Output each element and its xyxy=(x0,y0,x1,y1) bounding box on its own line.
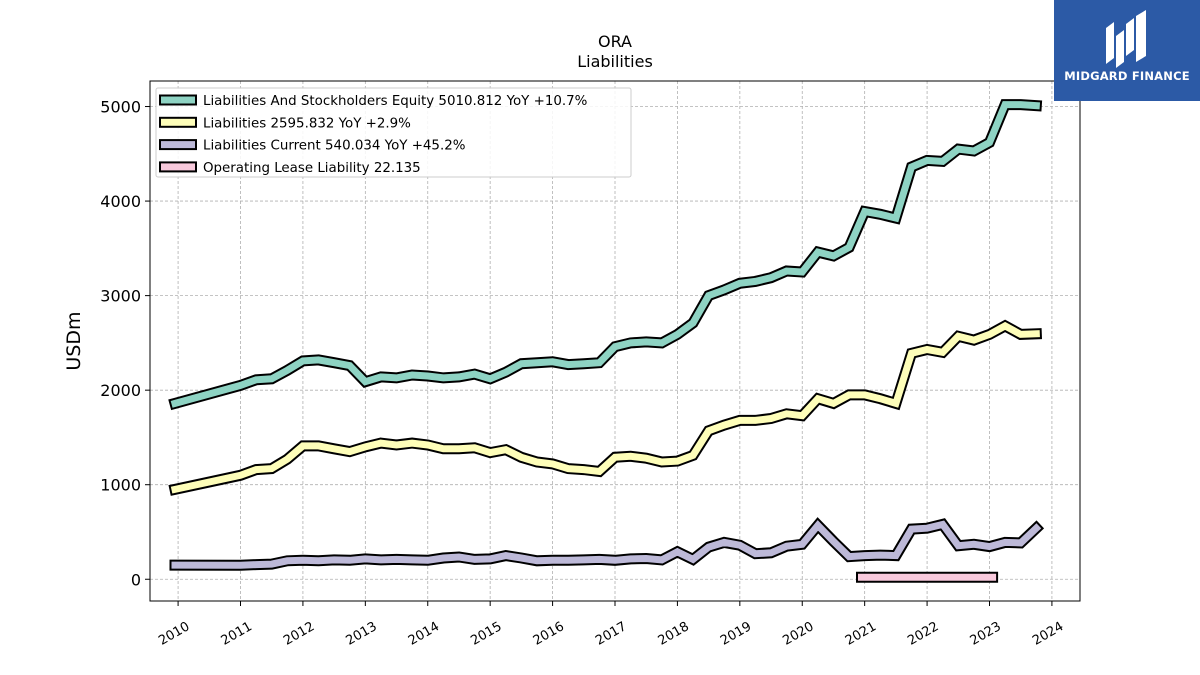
x-tick-label: 2012 xyxy=(281,619,317,649)
x-tick-label: 2024 xyxy=(1030,619,1066,649)
series-equity xyxy=(168,99,1043,411)
x-tick-label: 2022 xyxy=(905,619,941,649)
x-tick-label: 2011 xyxy=(219,619,255,649)
x-tick-label: 2023 xyxy=(968,619,1004,649)
logo-text: MIDGARD FINANCE xyxy=(1064,69,1190,83)
x-tick-label: 2020 xyxy=(780,619,816,649)
x-tick-label: 2017 xyxy=(593,619,629,649)
series-line xyxy=(170,321,1040,494)
x-tick-label: 2010 xyxy=(156,619,192,649)
legend-box xyxy=(155,87,632,178)
x-tick-label: 2019 xyxy=(718,619,754,649)
series-current xyxy=(169,517,1045,571)
chart-subtitle: Liabilities xyxy=(577,52,653,71)
x-tick-label: 2014 xyxy=(406,619,442,649)
y-tick-label: 2000 xyxy=(100,381,141,400)
legend-label: Operating Lease Liability 22.135 xyxy=(203,161,421,176)
x-tick-label: 2018 xyxy=(656,619,692,649)
legend-swatch xyxy=(159,94,197,106)
logo-mark-icon xyxy=(1106,10,1146,68)
x-axis: 2010 2011 2012 2013 2014 2015 2016 2017 2018 2019… xyxy=(156,601,1066,649)
legend-swatch xyxy=(159,161,197,173)
y-axis: 0 1000 2000 3000 4000 5000 xyxy=(100,98,150,589)
y-tick-label: 4000 xyxy=(100,192,141,211)
y-axis-label: USDm xyxy=(63,311,85,370)
legend-label: Liabilities 2595.832 YoY +2.9% xyxy=(203,116,411,131)
y-tick-label: 5000 xyxy=(100,98,141,117)
series-liabilities xyxy=(168,319,1043,496)
x-tick-label: 2013 xyxy=(344,619,380,649)
y-tick-label: 1000 xyxy=(100,476,141,495)
series-layer xyxy=(168,99,1045,583)
legend: Liabilities And Stockholders Equity 5010… xyxy=(155,87,632,178)
legend-label: Liabilities Current 540.034 YoY +45.2% xyxy=(203,139,465,154)
legend-label: Liabilities And Stockholders Equity 5010… xyxy=(203,94,587,109)
legend-swatch xyxy=(159,139,197,151)
y-tick-label: 0 xyxy=(131,570,141,589)
series-line xyxy=(171,520,1042,569)
chart-title: ORA xyxy=(597,32,632,51)
x-tick-label: 2016 xyxy=(531,619,567,649)
y-tick-label: 3000 xyxy=(100,287,141,306)
midgard-finance-logo: MIDGARD FINANCE xyxy=(1054,0,1200,101)
legend-swatch xyxy=(159,116,197,128)
series-line xyxy=(170,101,1041,408)
x-tick-label: 2021 xyxy=(843,619,879,649)
x-tick-label: 2015 xyxy=(468,619,504,649)
